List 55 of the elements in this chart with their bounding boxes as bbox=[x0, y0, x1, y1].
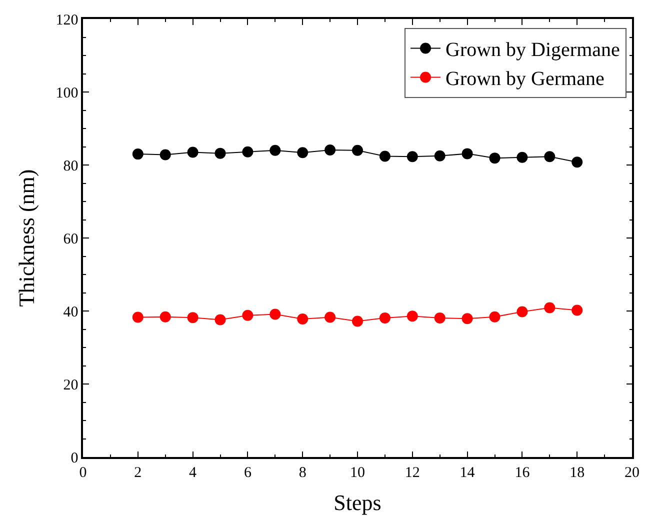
x-tick-label: 2 bbox=[134, 464, 142, 481]
point bbox=[214, 148, 226, 159]
x-tick-label: 12 bbox=[404, 464, 420, 481]
point bbox=[132, 148, 144, 160]
y-tick-label: 20 bbox=[63, 377, 78, 394]
point bbox=[214, 314, 226, 326]
x-tick-label: 20 bbox=[624, 464, 640, 481]
point bbox=[544, 151, 556, 162]
point bbox=[572, 304, 583, 316]
point bbox=[434, 150, 446, 162]
y-tick-label: 60 bbox=[63, 231, 78, 248]
y-tick-label: 120 bbox=[56, 12, 78, 28]
x-tick-label: 14 bbox=[460, 464, 476, 481]
x-axis-title: Steps bbox=[334, 490, 382, 516]
point bbox=[160, 149, 171, 160]
point bbox=[242, 310, 254, 321]
x-tick-label: 18 bbox=[570, 464, 585, 481]
y-tick-label: 40 bbox=[63, 304, 78, 320]
point bbox=[324, 144, 336, 156]
point bbox=[544, 302, 556, 314]
point bbox=[379, 312, 390, 324]
point bbox=[297, 147, 308, 158]
point bbox=[132, 312, 144, 323]
y-axis-title: Thickness (nm) bbox=[14, 169, 40, 307]
legend-label: Grown by Germane bbox=[446, 68, 604, 90]
point bbox=[324, 312, 336, 323]
y-tick-label: 0 bbox=[70, 450, 78, 466]
point bbox=[187, 312, 198, 324]
point bbox=[516, 306, 528, 318]
point bbox=[572, 156, 583, 168]
point bbox=[352, 144, 363, 156]
point bbox=[297, 314, 308, 325]
point bbox=[379, 150, 390, 162]
point bbox=[489, 152, 500, 164]
point bbox=[462, 313, 473, 324]
point bbox=[462, 148, 473, 160]
point bbox=[270, 144, 281, 156]
x-tick-label: 8 bbox=[298, 464, 306, 481]
y-tick-label: 80 bbox=[63, 158, 78, 174]
point bbox=[352, 316, 363, 327]
point bbox=[406, 151, 418, 162]
legend-label: Grown by Digermane bbox=[446, 39, 620, 62]
x-tick-label: 10 bbox=[350, 464, 365, 481]
point bbox=[516, 152, 528, 163]
x-tick-label: 4 bbox=[189, 464, 198, 481]
y-tick-label: 100 bbox=[56, 85, 78, 102]
point bbox=[242, 146, 254, 158]
point bbox=[160, 311, 171, 322]
x-tick-label: 16 bbox=[514, 464, 530, 481]
point bbox=[406, 310, 418, 322]
point bbox=[489, 311, 500, 322]
x-tick-label: 6 bbox=[244, 464, 252, 481]
point bbox=[270, 308, 281, 320]
point bbox=[187, 146, 198, 158]
point bbox=[434, 312, 446, 324]
